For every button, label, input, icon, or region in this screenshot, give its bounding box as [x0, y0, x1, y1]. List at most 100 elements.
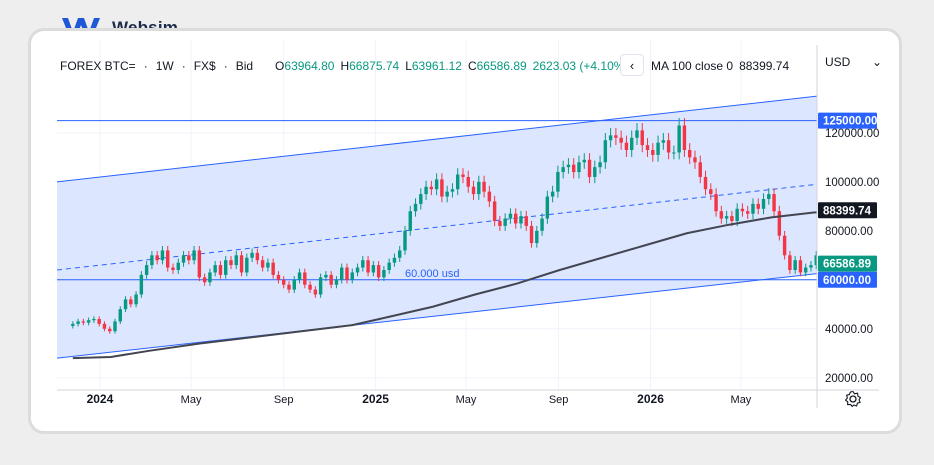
candle-body	[208, 272, 212, 283]
candle-body	[477, 181, 481, 195]
candle-body	[408, 211, 412, 231]
open-label: O	[275, 59, 285, 73]
candle-body	[498, 221, 502, 226]
candle-body	[524, 216, 528, 226]
candle-body	[303, 272, 307, 285]
candle-body	[603, 140, 608, 163]
candle-body	[593, 167, 597, 177]
candle-body	[345, 267, 349, 280]
price-axis-label: 88399.74	[823, 205, 872, 217]
candle-body	[772, 194, 776, 212]
candle-body	[92, 318, 96, 321]
candle-body	[329, 274, 333, 285]
price-axis-label: 60000.00	[823, 275, 871, 287]
candle-body	[513, 213, 518, 224]
candle-body	[730, 216, 734, 222]
candle-body	[777, 211, 782, 236]
candle-body	[614, 135, 618, 138]
low-value: 63961.12	[411, 59, 462, 73]
ma-value: 88399.74	[739, 59, 790, 73]
candle-body	[492, 201, 497, 222]
candle-body	[535, 230, 539, 244]
candle-body	[266, 262, 270, 268]
candle-body	[413, 203, 418, 212]
candle-body	[803, 267, 808, 273]
candle-body	[218, 265, 223, 275]
candle-body	[461, 174, 465, 177]
candle-body	[878, 231, 881, 238]
candle-body	[682, 125, 687, 151]
candle-body	[245, 257, 249, 273]
candle-body	[487, 191, 492, 202]
candle-body	[255, 252, 260, 261]
candle-body	[392, 257, 397, 263]
chevron-down-icon[interactable]: ⌄	[872, 55, 883, 69]
candle-body	[71, 323, 75, 326]
candle-body	[577, 162, 581, 173]
candle-body	[76, 321, 80, 324]
candle-body	[419, 194, 423, 204]
settings-gear-icon[interactable]	[844, 390, 862, 408]
price-axis-label-bg	[818, 112, 877, 129]
candle-body	[761, 198, 766, 209]
candle-body	[440, 179, 444, 197]
ma-legend[interactable]: MA 100 close 0 88399.74	[651, 59, 789, 73]
candle-body	[899, 275, 902, 280]
y-tick-label: 120000.00	[825, 128, 879, 140]
close-value: 66586.89	[476, 59, 527, 73]
candle-body	[434, 179, 439, 190]
candle-body	[545, 196, 550, 219]
separator: ·	[223, 59, 228, 73]
ma-label: MA 100 close 0	[651, 59, 734, 73]
candle-body	[714, 194, 718, 212]
candle-body	[308, 284, 312, 290]
separator: ·	[143, 59, 148, 73]
candle-body	[371, 265, 376, 273]
candle-body	[909, 264, 912, 273]
candle-body	[550, 191, 555, 197]
candle-body	[767, 194, 771, 199]
candle-body	[566, 164, 571, 168]
candle-body	[466, 176, 470, 187]
separator: ·	[181, 59, 186, 73]
high-value: 66875.74	[349, 59, 400, 73]
candle-body	[608, 135, 613, 141]
x-tick-label: May	[456, 394, 477, 406]
channel-lower-line	[57, 273, 817, 359]
candle-body	[118, 309, 122, 322]
price-axis-label: 66586.89	[823, 259, 871, 271]
candle-body	[340, 267, 344, 280]
candle-body	[735, 208, 739, 222]
quote-type: Bid	[235, 59, 254, 73]
symbol-name[interactable]: FOREX BTC=	[60, 59, 136, 73]
candle-body	[619, 137, 623, 143]
collapse-indicators-button[interactable]: ‹	[620, 54, 644, 76]
candle-body	[709, 189, 713, 195]
candle-body	[366, 260, 370, 273]
open-value: 63964.80	[284, 59, 335, 73]
candle-body	[271, 262, 275, 275]
candle-body	[134, 294, 138, 305]
candle-body	[213, 265, 217, 273]
candle-body	[519, 216, 523, 224]
currency-selector[interactable]: USD	[825, 55, 851, 69]
candle-body	[224, 260, 228, 275]
candle-body	[123, 299, 128, 310]
candle-body	[508, 213, 513, 219]
low-label: L	[405, 59, 412, 73]
x-tick-label: May	[731, 394, 752, 406]
candle-body	[86, 320, 91, 323]
candle-body	[719, 211, 724, 219]
candle-body	[403, 230, 407, 251]
interval[interactable]: 1W	[155, 59, 174, 73]
candle-body	[656, 142, 660, 155]
candle-body	[651, 150, 655, 155]
candle-body	[482, 181, 486, 192]
exchange: FX$	[193, 59, 216, 73]
candle-body	[582, 159, 586, 163]
candle-body	[645, 145, 650, 151]
candle-body	[97, 318, 101, 324]
candle-body	[187, 255, 191, 261]
candle-body	[693, 157, 697, 163]
